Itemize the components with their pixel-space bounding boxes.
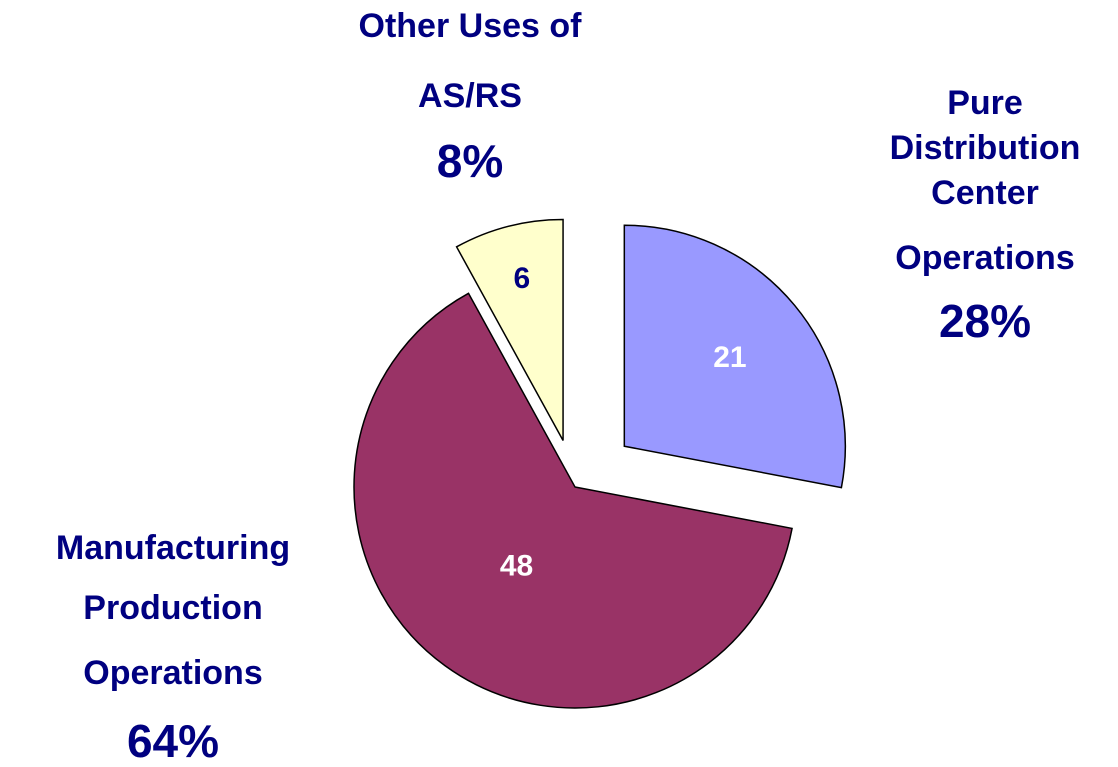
percent-label: 28% — [939, 295, 1031, 347]
category-label: Manufacturing — [56, 529, 290, 567]
percent-label: 8% — [437, 135, 503, 187]
category-label: Operations — [83, 654, 262, 692]
category-label: Center — [931, 174, 1039, 212]
percent-label: 64% — [127, 715, 219, 767]
pie-slice — [353, 292, 793, 709]
category-label: Operations — [895, 239, 1074, 277]
category-label: Distribution — [890, 129, 1081, 167]
category-label: Production — [83, 589, 262, 627]
pie-slice — [623, 224, 847, 489]
category-label: Other Uses of — [359, 7, 583, 45]
category-label: AS/RS — [418, 77, 522, 115]
value-label: 48 — [500, 549, 533, 582]
value-label: 21 — [713, 341, 746, 374]
category-label: Pure — [947, 84, 1023, 122]
pie-slice — [455, 218, 564, 441]
value-label: 6 — [513, 262, 530, 295]
